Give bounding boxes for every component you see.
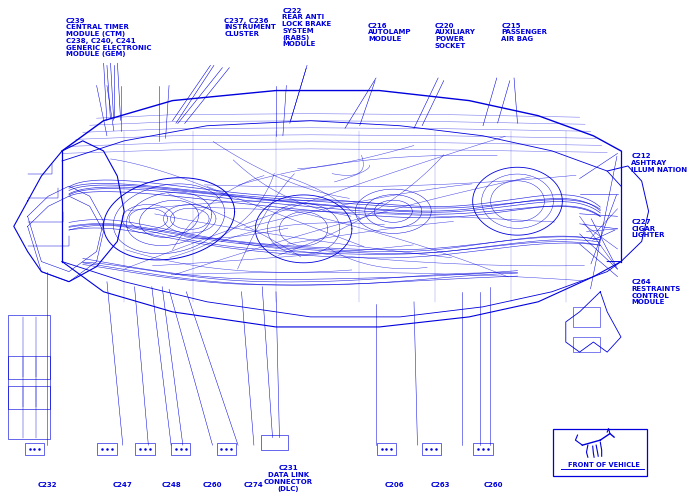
Bar xyxy=(377,443,396,455)
Bar xyxy=(473,443,493,455)
Text: C206: C206 xyxy=(385,482,405,488)
Text: C247: C247 xyxy=(113,482,133,488)
Text: C260: C260 xyxy=(203,482,223,488)
Text: C274: C274 xyxy=(244,482,264,488)
Bar xyxy=(97,443,117,455)
Text: C212
ASHTRAY
ILLUM NATION: C212 ASHTRAY ILLUM NATION xyxy=(631,153,687,173)
Text: C237, C236
INSTRUMENT
CLUSTER: C237, C236 INSTRUMENT CLUSTER xyxy=(224,18,276,37)
Bar xyxy=(261,435,288,450)
Text: C264
RESTRAINTS
CONTROL
MODULE: C264 RESTRAINTS CONTROL MODULE xyxy=(631,279,680,305)
Text: FRONT OF VEHICLE: FRONT OF VEHICLE xyxy=(568,462,640,468)
Bar xyxy=(217,443,236,455)
Text: C248: C248 xyxy=(161,482,181,488)
Bar xyxy=(554,429,647,476)
Text: C222
REAR ANTI
LOCK BRAKE
SYSTEM
(RABS)
MODULE: C222 REAR ANTI LOCK BRAKE SYSTEM (RABS) … xyxy=(282,8,332,47)
Bar xyxy=(171,443,190,455)
Bar xyxy=(25,443,44,455)
Bar xyxy=(421,443,441,455)
Text: C239
CENTRAL TIMER
MODULE (CTM)
C238, C240, C241
GENERIC ELECTRONIC
MODULE (GEM): C239 CENTRAL TIMER MODULE (CTM) C238, C2… xyxy=(66,18,151,57)
Text: C227
CIGAR
LIGHTER: C227 CIGAR LIGHTER xyxy=(631,219,665,238)
Text: C260: C260 xyxy=(484,482,503,488)
Text: C263: C263 xyxy=(430,482,450,488)
Text: C220
AUXILIARY
POWER
SOCKET: C220 AUXILIARY POWER SOCKET xyxy=(435,23,476,49)
Text: C216
AUTOLAMP
MODULE: C216 AUTOLAMP MODULE xyxy=(368,23,412,42)
Bar xyxy=(573,337,601,352)
Bar xyxy=(573,307,601,327)
Text: C232: C232 xyxy=(37,482,57,488)
Bar xyxy=(135,443,155,455)
Text: C215
PASSENGER
AIR BAG: C215 PASSENGER AIR BAG xyxy=(501,23,547,42)
Text: C231
DATA LINK
CONNECTOR
(DLC): C231 DATA LINK CONNECTOR (DLC) xyxy=(264,465,313,491)
